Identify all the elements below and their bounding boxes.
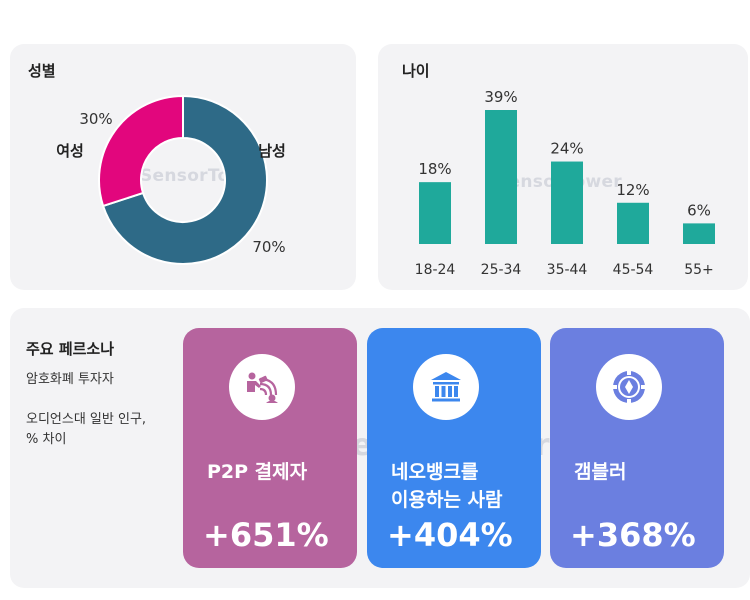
age-bar	[551, 161, 583, 244]
bar-value-label: 24%	[550, 140, 583, 158]
tile-value: +404%	[387, 516, 513, 554]
age-bar	[683, 223, 715, 244]
persona-subtitle: 암호화폐 투자자	[26, 372, 114, 387]
bar-category-label: 35-44	[547, 262, 588, 278]
persona-title: 주요 페르소나	[26, 340, 115, 358]
tile-value: +368%	[570, 516, 696, 554]
persona-tile-gambler: 갬블러 +368%	[550, 328, 724, 568]
age-bar	[419, 182, 451, 244]
age-title: 나이	[402, 62, 430, 80]
tile-label-line1: P2P 결제자	[207, 461, 308, 483]
bar-value-label: 6%	[687, 201, 711, 219]
tile-label-line2: 이용하는 사람	[391, 489, 503, 511]
bar-value-label: 39%	[484, 88, 517, 106]
donut-slice-1	[98, 94, 184, 208]
persona-tile-p2p: P2P 결제자 +651%	[183, 328, 357, 568]
tile-label-line1: 갬블러	[574, 461, 627, 483]
tile-label-line1: 네오뱅크를	[391, 461, 479, 483]
gender-title: 성별	[28, 62, 56, 80]
bank-icon	[413, 354, 479, 420]
persona-note-line2: % 차이	[26, 432, 67, 447]
bar-value-label: 12%	[616, 181, 649, 199]
age-bar-chart: 18% 18-24 39% 25-34 24% 35-44 12% 45-54 6% 55+	[415, 88, 715, 278]
persona-card: 주요 페르소나 암호화폐 투자자 오디언스대 일반 인구, % 차이 Senso…	[10, 308, 750, 588]
p2p-payment-icon	[229, 354, 295, 420]
bar-value-label: 18%	[418, 160, 451, 178]
tile-label: 네오뱅크를 이용하는 사람	[391, 458, 503, 514]
slice-category-label: 여성	[56, 142, 84, 160]
gender-donut-chart: 남성 70% 여성 30%	[56, 94, 286, 265]
age-card: 나이 SensorTower 18%18-2439%25-3424%35-441…	[378, 44, 748, 290]
slice-category-label: 남성	[258, 142, 286, 160]
tile-value: +651%	[203, 516, 329, 554]
bar-category-label: 55+	[684, 262, 714, 278]
casino-chip-icon	[596, 354, 662, 420]
bar-category-label: 25-34	[481, 262, 522, 278]
tile-label: 갬블러	[574, 458, 626, 486]
bar-category-label: 18-24	[415, 262, 456, 278]
tile-label: P2P 결제자	[207, 458, 307, 486]
bar-category-label: 45-54	[613, 262, 654, 278]
donut-slice-0	[101, 94, 268, 265]
age-bar	[617, 202, 649, 244]
slice-value-label: 70%	[252, 238, 285, 256]
age-bar	[485, 110, 517, 244]
gender-card: 성별 SensorTower 남성 70% 여성 30%	[10, 44, 356, 290]
slice-value-label: 30%	[79, 110, 112, 128]
persona-note-line1: 오디언스대 일반 인구,	[26, 412, 147, 427]
persona-tile-neobank: 네오뱅크를 이용하는 사람 +404%	[367, 328, 541, 568]
